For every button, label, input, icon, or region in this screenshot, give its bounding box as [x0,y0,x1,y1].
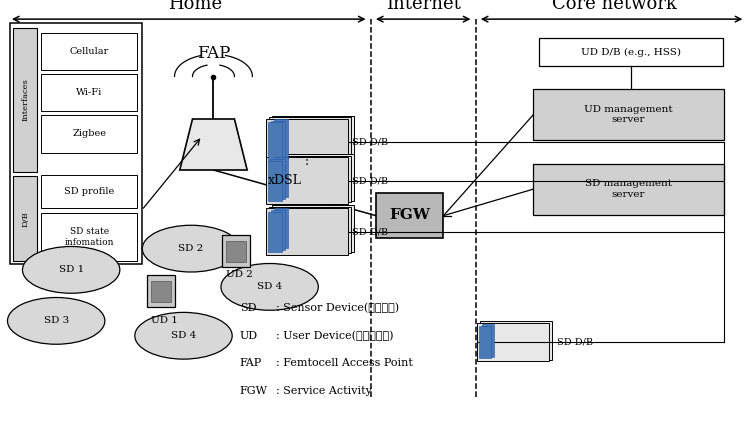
Text: D/B: D/B [21,211,29,227]
Text: Cellular: Cellular [70,47,109,56]
Text: Zigbee: Zigbee [72,129,106,139]
Text: SD 4: SD 4 [257,282,282,292]
FancyBboxPatch shape [274,157,288,197]
Text: SD 4: SD 4 [171,331,196,340]
Text: FGW: FGW [240,386,267,396]
FancyBboxPatch shape [533,89,724,140]
Text: FAP: FAP [240,358,262,368]
FancyBboxPatch shape [269,117,351,164]
FancyBboxPatch shape [269,156,351,202]
Text: SD D/B: SD D/B [352,227,388,236]
FancyBboxPatch shape [13,176,37,261]
FancyBboxPatch shape [376,193,443,238]
FancyBboxPatch shape [268,161,282,201]
FancyBboxPatch shape [266,119,348,166]
FancyBboxPatch shape [41,212,137,261]
Text: Internet: Internet [386,0,461,13]
Text: Wi-Fi: Wi-Fi [76,88,103,97]
Text: Interfaces: Interfaces [21,79,29,121]
Text: FGW: FGW [389,209,430,222]
Text: SD D/B: SD D/B [557,337,592,347]
FancyBboxPatch shape [269,207,351,253]
FancyBboxPatch shape [266,157,348,204]
FancyBboxPatch shape [147,275,175,307]
Text: SD 3: SD 3 [43,316,69,326]
FancyBboxPatch shape [539,38,723,66]
Text: : Sensor Device(안심센서): : Sensor Device(안심센서) [276,303,398,313]
Ellipse shape [7,298,105,344]
FancyBboxPatch shape [13,28,37,172]
Text: SD D/B: SD D/B [352,138,388,147]
Text: SD profile: SD profile [64,187,115,196]
Text: :: : [305,155,309,168]
Text: SD D/B: SD D/B [352,176,388,185]
FancyBboxPatch shape [268,122,282,162]
Text: UD: UD [240,331,258,341]
Text: UD 2: UD 2 [226,269,253,279]
Text: : User Device(스마트기기): : User Device(스마트기기) [276,331,393,341]
FancyBboxPatch shape [274,119,288,159]
Text: SD 1: SD 1 [58,265,84,275]
Text: : Service Activity: : Service Activity [276,386,372,396]
FancyBboxPatch shape [272,154,354,201]
FancyBboxPatch shape [480,321,552,360]
FancyBboxPatch shape [533,164,724,215]
Text: UD D/B (e.g., HSS): UD D/B (e.g., HSS) [581,48,682,57]
Text: SD: SD [240,303,256,313]
Ellipse shape [22,246,120,293]
FancyBboxPatch shape [271,210,285,250]
Polygon shape [180,119,247,170]
Text: SD 2: SD 2 [178,244,204,253]
FancyBboxPatch shape [268,212,282,252]
Text: FAP: FAP [197,45,230,62]
FancyBboxPatch shape [222,235,250,267]
Text: Core network: Core network [552,0,676,13]
FancyBboxPatch shape [477,323,549,361]
FancyBboxPatch shape [10,23,142,264]
Text: SD state
infomation: SD state infomation [64,227,114,246]
Text: Home: Home [168,0,222,13]
FancyBboxPatch shape [272,116,354,162]
FancyBboxPatch shape [41,175,137,208]
Ellipse shape [221,264,318,310]
Text: SD management
server: SD management server [585,179,672,199]
FancyBboxPatch shape [479,326,491,358]
FancyBboxPatch shape [41,33,137,70]
Text: UD management
server: UD management server [584,105,673,125]
FancyBboxPatch shape [274,208,288,248]
FancyBboxPatch shape [266,208,348,255]
Ellipse shape [135,312,232,359]
FancyBboxPatch shape [272,205,354,252]
Ellipse shape [142,225,240,272]
Text: : Femtocell Access Point: : Femtocell Access Point [276,358,413,368]
FancyBboxPatch shape [151,281,171,302]
Text: UD 1: UD 1 [151,316,178,326]
FancyBboxPatch shape [41,115,137,153]
FancyBboxPatch shape [41,74,137,111]
FancyBboxPatch shape [271,121,285,161]
FancyBboxPatch shape [226,241,246,262]
FancyBboxPatch shape [482,324,494,357]
FancyBboxPatch shape [271,159,285,199]
Text: xDSL: xDSL [267,174,302,187]
